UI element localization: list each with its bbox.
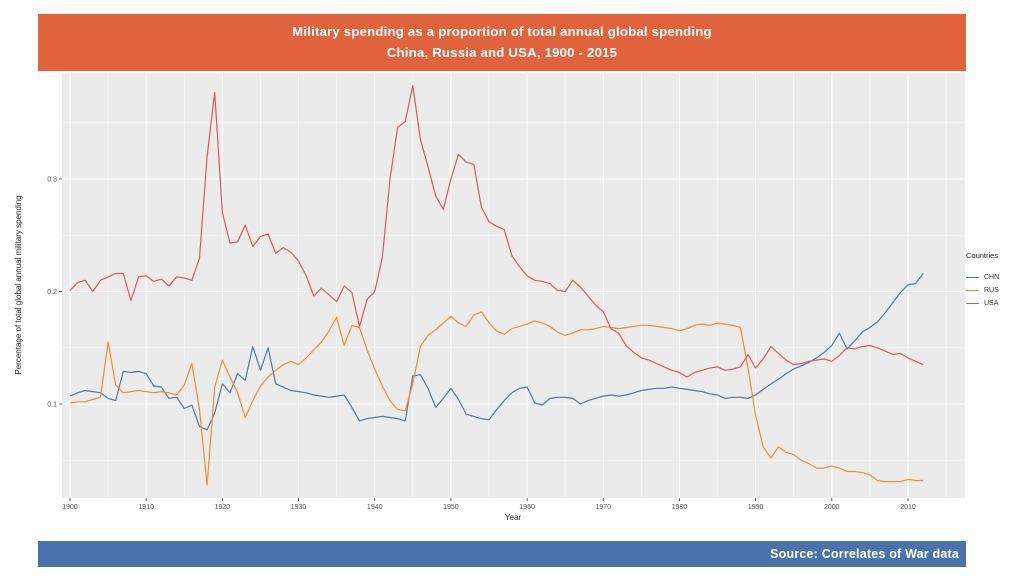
legend-label-RUS: RUS bbox=[984, 287, 999, 294]
chart-title-line1: Military spending as a proportion of tot… bbox=[292, 24, 712, 40]
legend-title: Countries bbox=[966, 251, 999, 260]
x-tick-label-1940: 1940 bbox=[367, 504, 383, 511]
legend-key-line-RUS bbox=[966, 290, 979, 291]
x-tick-label-1960: 1960 bbox=[519, 504, 535, 511]
x-tick-label-1980: 1980 bbox=[672, 504, 688, 511]
y-tick-label-0.1: 0.1 bbox=[47, 401, 57, 408]
legend-label-CHN: CHN bbox=[984, 274, 1000, 281]
axis-tick-labels: 1900 1910 1920 1930 1940 1950 1960 1970 1980 1990… bbox=[47, 176, 916, 511]
series-line-USA bbox=[69, 84, 924, 378]
chart-title-line2: China, Russia and USA, 1900 - 2015 bbox=[386, 44, 618, 60]
legend: Countries CHN RUS USA bbox=[966, 251, 1024, 310]
legend-entry-CHN: CHN bbox=[966, 271, 1024, 284]
legend-entries: CHN RUS USA bbox=[966, 271, 1024, 310]
x-axis-title: Year bbox=[505, 513, 522, 522]
x-tick-label-1910: 1910 bbox=[138, 504, 154, 511]
minor-gridlines bbox=[62, 73, 965, 498]
legend-label-USA: USA bbox=[984, 300, 999, 307]
x-tick-label-2000: 2000 bbox=[824, 504, 840, 511]
x-tick-label-1930: 1930 bbox=[291, 504, 307, 511]
y-axis-title: Percentage of total global annual milita… bbox=[14, 195, 23, 374]
plot-panel bbox=[62, 73, 965, 498]
legend-entry-RUS: RUS bbox=[966, 284, 1024, 297]
x-tick-label-1970: 1970 bbox=[595, 504, 611, 511]
data-series-lines bbox=[69, 84, 924, 486]
x-tick-label-1950: 1950 bbox=[443, 504, 459, 511]
source-banner: Source: Correlates of War data bbox=[38, 541, 966, 567]
legend-key-line-USA bbox=[966, 303, 979, 304]
legend-entry-USA: USA bbox=[966, 297, 1024, 310]
x-tick-label-2010: 2010 bbox=[900, 504, 916, 511]
x-tick-label-1900: 1900 bbox=[62, 504, 78, 511]
axis-tick-marks bbox=[59, 178, 909, 501]
legend-key-line-CHN bbox=[966, 277, 979, 278]
x-tick-label-1990: 1990 bbox=[748, 504, 764, 511]
y-tick-label-0.3: 0.3 bbox=[47, 176, 57, 183]
source-text: Source: Correlates of War data bbox=[770, 547, 959, 561]
title-banner: Military spending as a proportion of tot… bbox=[38, 14, 966, 71]
y-tick-label-0.2: 0.2 bbox=[47, 289, 57, 296]
major-gridlines bbox=[62, 73, 965, 498]
series-line-RUS bbox=[69, 311, 924, 486]
x-tick-label-1920: 1920 bbox=[215, 504, 231, 511]
